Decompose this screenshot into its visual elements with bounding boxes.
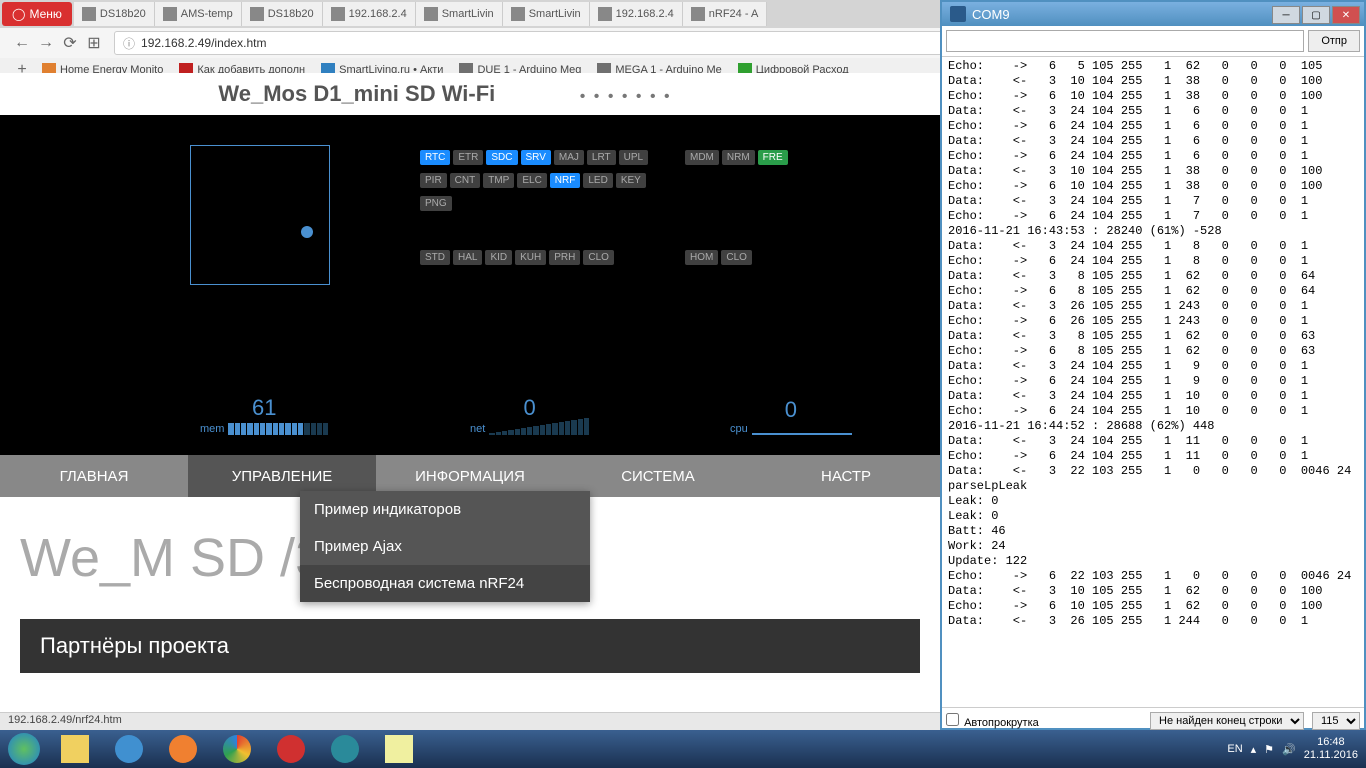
tray-action-icon[interactable]: ⚑ (1264, 743, 1274, 756)
tag-clo[interactable]: CLO (583, 250, 614, 265)
tag-led[interactable]: LED (583, 173, 612, 188)
net-meter: 0 net (470, 395, 589, 435)
tag-group: STDHALKIDKUHPRHCLO (420, 250, 614, 265)
maximize-button[interactable]: ▢ (1302, 6, 1330, 24)
tag-group: RTCETRSDC SRVMAJLRTUPL (420, 150, 648, 165)
serial-monitor-window: COM9 ─ ▢ ✕ Отпр Echo: -> 6 5 105 255 1 6… (940, 0, 1366, 730)
forward-button[interactable]: → (34, 31, 58, 55)
tag-group: PNG (420, 196, 452, 211)
tag-tmp[interactable]: TMP (483, 173, 514, 188)
dropdown-item[interactable]: Пример Ajax (300, 528, 590, 565)
autoscroll-checkbox[interactable]: Автопрокрутка (946, 713, 1039, 729)
tag-std[interactable]: STD (420, 250, 450, 265)
baud-select[interactable]: 115 (1312, 712, 1360, 730)
tag-srv[interactable]: SRV (521, 150, 551, 165)
minimize-button[interactable]: ─ (1272, 6, 1300, 24)
back-button[interactable]: ← (10, 31, 34, 55)
browser-tab[interactable]: DS18b20 (74, 2, 155, 26)
tag-maj[interactable]: MAJ (554, 150, 584, 165)
tag-group: HOMCLO (685, 250, 752, 265)
tag-rtc[interactable]: RTC (420, 150, 450, 165)
tag-nrf[interactable]: NRF (550, 173, 581, 188)
partners-heading: Партнёры проекта (20, 619, 920, 673)
nav-item[interactable]: СИСТЕМА (564, 455, 752, 497)
browser-status-bar: 192.168.2.49/nrf24.htm (0, 712, 940, 730)
start-button[interactable] (0, 730, 48, 768)
taskbar: EN ▴ ⚑ 🔊 16:48 21.11.2016 (0, 730, 1366, 768)
serial-send-button[interactable]: Отпр (1308, 30, 1360, 52)
arduino-icon (950, 6, 966, 22)
close-button[interactable]: ✕ (1332, 6, 1360, 24)
taskbar-ie[interactable] (104, 733, 154, 765)
tag-fre[interactable]: FRE (758, 150, 788, 165)
browser-tab[interactable]: DS18b20 (242, 2, 323, 26)
tag-sdc[interactable]: SDC (486, 150, 517, 165)
tag-group: MDMNRMFRE (685, 150, 788, 165)
speed-dial-button[interactable]: ⊞ (82, 31, 106, 55)
browser-tab[interactable]: AMS-temp (155, 2, 242, 26)
page-content: We_Mos D1_mini SD Wi-Fi • • • • • • • RT… (0, 73, 940, 713)
browser-tab[interactable]: nRF24 - A (683, 2, 768, 26)
tag-nrm[interactable]: NRM (722, 150, 755, 165)
line-ending-select[interactable]: Не найден конец строки (1150, 712, 1304, 730)
tag-cnt[interactable]: CNT (450, 173, 481, 188)
tag-kuh[interactable]: KUH (515, 250, 546, 265)
tag-kid[interactable]: KID (485, 250, 512, 265)
tag-etr[interactable]: ETR (453, 150, 483, 165)
tag-clo[interactable]: CLO (721, 250, 752, 265)
serial-input[interactable] (946, 30, 1304, 52)
browser-tab[interactable]: 192.168.2.4 (590, 2, 683, 26)
tray-clock[interactable]: 16:48 21.11.2016 (1304, 736, 1358, 762)
mem-meter: 61 mem (200, 395, 328, 435)
tray-flag-icon[interactable]: ▴ (1251, 743, 1257, 756)
taskbar-opera[interactable] (266, 733, 316, 765)
nav-item[interactable]: НАСТР (752, 455, 940, 497)
browser-tab[interactable]: 192.168.2.4 (323, 2, 416, 26)
tag-lrt[interactable]: LRT (587, 150, 616, 165)
tag-group: PIRCNTTMPELC NRFLED KEY (420, 173, 646, 188)
tag-pir[interactable]: PIR (420, 173, 447, 188)
dots-indicator: • • • • • • • (580, 88, 672, 106)
taskbar-chrome[interactable] (212, 733, 262, 765)
taskbar-explorer[interactable] (50, 733, 100, 765)
dropdown-menu: Пример индикаторовПример AjaxБеспроводна… (300, 491, 590, 602)
tag-elc[interactable]: ELC (517, 173, 546, 188)
tag-hom[interactable]: HOM (685, 250, 718, 265)
browser-tab[interactable]: SmartLivin (416, 2, 503, 26)
lang-indicator[interactable]: EN (1227, 743, 1242, 755)
taskbar-wmp[interactable] (158, 733, 208, 765)
tag-key[interactable]: KEY (616, 173, 646, 188)
taskbar-notepad[interactable] (374, 733, 424, 765)
dashboard-panel: RTCETRSDC SRVMAJLRTUPL PIRCNTTMPELC NRFLED… (0, 115, 940, 455)
serial-output: Echo: -> 6 5 105 255 1 62 0 0 0 105 Data… (942, 57, 1364, 707)
tag-png[interactable]: PNG (420, 196, 452, 211)
cpu-meter: 0 cpu (730, 397, 852, 435)
opera-menu-button[interactable]: ◯Меню (2, 2, 72, 26)
tag-prh[interactable]: PRH (549, 250, 580, 265)
reload-button[interactable]: ⟳ (58, 31, 82, 55)
browser-tab[interactable]: SmartLivin (503, 2, 590, 26)
dropdown-item[interactable]: Пример индикаторов (300, 491, 590, 528)
taskbar-arduino[interactable] (320, 733, 370, 765)
tag-upl[interactable]: UPL (619, 150, 648, 165)
oscilloscope (190, 145, 330, 285)
tray-volume-icon[interactable]: 🔊 (1282, 743, 1296, 756)
dropdown-item[interactable]: Беспроводная система nRF24 (300, 565, 590, 602)
tag-hal[interactable]: HAL (453, 250, 482, 265)
page-title: We_Mos D1_mini SD Wi-Fi (218, 81, 495, 107)
system-tray: EN ▴ ⚑ 🔊 16:48 21.11.2016 (1227, 736, 1366, 762)
oscilloscope-dot (301, 226, 313, 238)
tag-mdm[interactable]: MDM (685, 150, 719, 165)
nav-item[interactable]: ГЛАВНАЯ (0, 455, 188, 497)
